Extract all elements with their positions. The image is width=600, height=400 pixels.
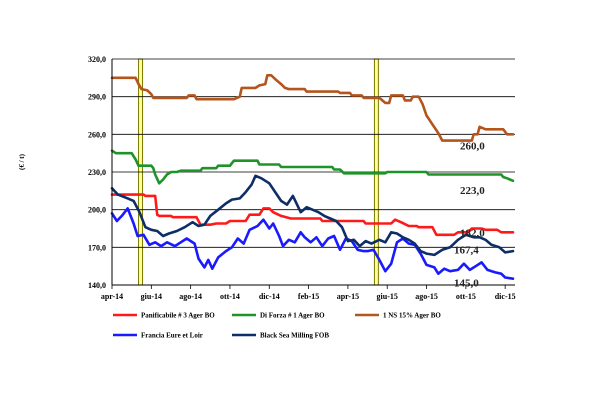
x-tick-label: dic-15: [495, 292, 516, 301]
y-tick-labels: 140,0 170,0 200,0 230,0 260,0 290,0 320,0: [88, 55, 106, 290]
end-label-145-0: 145,0: [454, 278, 479, 290]
end-label-167-4: 167,4: [454, 245, 479, 257]
y-tick-label: 230,0: [88, 168, 106, 177]
series-line-1-ns-15-ager-bo: [110, 74, 515, 142]
x-tick-label: apr-15: [337, 292, 359, 301]
y-tick-label: 260,0: [88, 130, 106, 139]
x-tick-label: ago-14: [179, 292, 202, 301]
end-label-223-0: 223,0: [460, 185, 485, 197]
legend-label-1-ns-15-ager-bo: 1 NS 15% Ager BO: [383, 312, 441, 320]
series-line-black-sea-milling-fob: [110, 174, 515, 257]
x-tick-label: ago-15: [415, 292, 438, 301]
legend-label-francia-eure-et-loir: Francia Eure et Loir: [141, 332, 203, 340]
legend-label-panificabile-3-ager-bo: Panificabile # 3 Ager BO: [141, 312, 215, 320]
end-label-182-0: 182,0: [460, 227, 485, 239]
y-tick-label: 140,0: [88, 281, 106, 290]
legend: Panificabile # 3 Ager BO Di Forza # 1 Age…: [113, 312, 441, 340]
y-tick-label: 170,0: [88, 243, 106, 252]
x-tick-labels: apr-14 giu-14 ago-14 ott-14 dic-14 feb-15 apr-…: [101, 285, 516, 301]
x-tick-label: ott-14: [220, 292, 240, 301]
series-line-francia-eure-et-loir: [110, 207, 515, 280]
series-line-panificabile-3-ager-bo: [110, 193, 515, 237]
y-tick-label: 320,0: [88, 55, 106, 64]
x-tick-label: feb-15: [298, 292, 319, 301]
legend-label-black-sea-milling-fob: Black Sea Milling FOB: [260, 332, 329, 340]
series-line-di-forza-1-ager-bo: [110, 149, 515, 185]
end-label-260-0: 260,0: [460, 140, 485, 152]
y-tick-label: 290,0: [88, 93, 106, 102]
x-tick-label: giu-14: [141, 292, 162, 301]
y-tick-label: 200,0: [88, 206, 106, 215]
x-tick-label: dic-14: [259, 292, 280, 301]
x-tick-label: giu-15: [377, 292, 398, 301]
series-lines: [110, 74, 515, 280]
x-tick-label: apr-14: [101, 292, 123, 301]
y-axis-label: (€ / t): [18, 153, 26, 170]
end-labels: 260,0 223,0 182,0 167,4 145,0: [454, 140, 485, 289]
legend-label-di-forza-1-ager-bo: Di Forza # 1 Ager BO: [260, 312, 325, 320]
x-tick-label: ott-15: [456, 292, 476, 301]
